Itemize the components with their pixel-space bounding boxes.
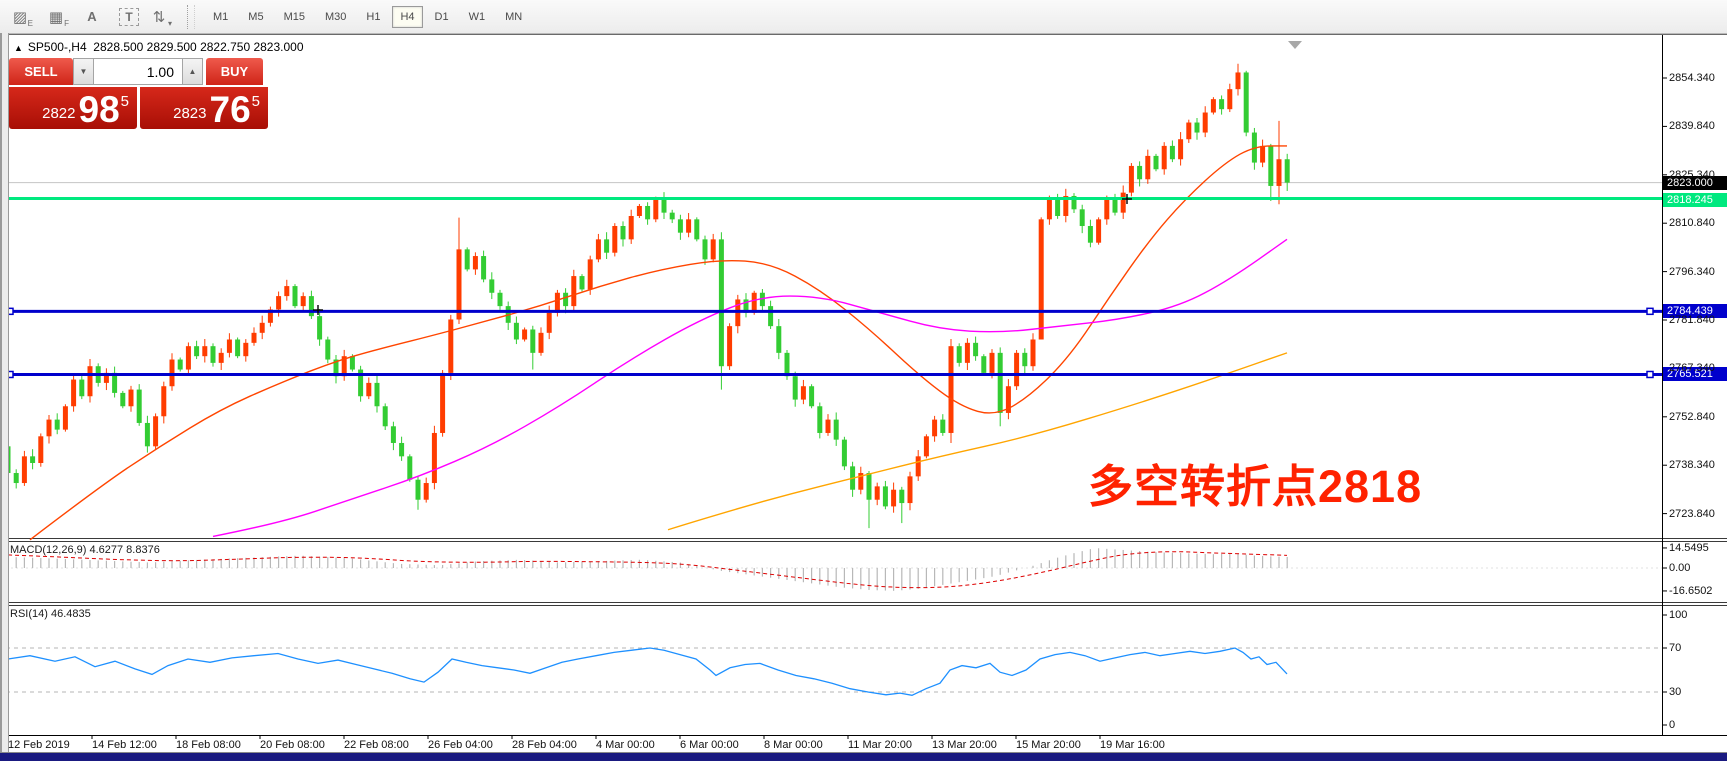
timeframe-button-m30[interactable]: M30 [324,10,347,23]
symbol-period-label: SP500-,H4 [27,40,87,54]
sell-price-big: 98 [78,89,120,130]
pane-borders [0,33,1727,752]
price-tick-label: 2752.840 [1669,410,1715,423]
ma-fast-red [29,145,1288,541]
rsi-indicator-label: RSI(14) 46.4835 [10,608,91,620]
time-tick-label: 6 Mar 00:00 [680,739,739,751]
price-tick-label: 2796.340 [1669,265,1715,278]
buy-price-small: 2823 [173,105,207,122]
sell-price-small: 2822 [42,105,76,122]
timeframe-button-m5[interactable]: M5 [248,10,264,23]
objects-sort-tool-icon[interactable]: ⇅ ▾ [152,8,172,28]
buy-button[interactable]: BUY [206,58,263,85]
top-toolbar: ▨ E ▦ F A T ⇅ ▾ M1 M5 M15 M30 H1 H4 D1 W1 MN [0,0,1727,34]
time-tick-label: 14 Feb 12:00 [92,739,157,751]
ma-medium-magenta [212,238,1288,538]
rsi-tick-label: 70 [1669,642,1682,654]
blue-lower-level-tag: 2765.521 [1663,367,1727,381]
time-tick-label: 12 Feb 2019 [8,739,70,751]
timeframe-button-m15[interactable]: M15 [283,10,305,23]
current-price-tag: 2823.000 [1663,176,1727,190]
time-tick-label: 19 Mar 16:00 [1100,739,1165,751]
bottom-status-bar [0,752,1727,761]
macd-tick-label: 14.5495 [1669,541,1709,554]
one-click-trade-panel: SELL ▼ ▲ BUY 2822 98 5 2823 76 5 [9,58,268,129]
timeframe-button-mn[interactable]: MN [505,10,523,23]
chart-window-icon: ▲ [14,43,23,53]
price-tick-label: 2825.340 [1669,168,1715,181]
time-tick-label: 11 Mar 20:00 [848,739,913,751]
price-tick-label: 2854.340 [1669,72,1715,84]
volume-decrease-button[interactable]: ▼ [73,58,94,85]
indicators-tool-icon[interactable]: ▨ E [12,8,33,28]
timeframe-button-m1[interactable]: M1 [213,10,229,23]
sell-button[interactable]: SELL [9,58,73,85]
time-tick-label: 26 Feb 04:00 [428,739,493,751]
price-tick-label: 2738.340 [1669,459,1715,472]
sell-price-sup: 5 [120,93,129,110]
sell-quote-display[interactable]: 2822 98 5 [9,87,137,129]
timeframe-button-w1[interactable]: W1 [468,10,486,23]
macd-pane [6,548,1662,591]
chinese-annotation-text: 多空转折点2818 [1088,461,1423,512]
time-tick-label: 15 Mar 20:00 [1016,739,1081,751]
green-level-tag: 2818.245 [1663,193,1727,207]
blue-level-line-1[interactable] [6,307,1662,316]
price-tick-label: 2781.840 [1669,314,1715,326]
price-tick-label: 2839.840 [1669,120,1715,133]
macd-indicator-label: MACD(12,26,9) 4.6277 8.8376 [10,544,160,556]
rsi-tick-label: 30 [1669,686,1682,698]
macd-tick-label: 0.00 [1669,562,1691,574]
grid-tool-icon[interactable]: ▦ F [48,8,69,28]
time-tick-label: 13 Mar 20:00 [932,739,997,751]
window-splitter[interactable] [0,33,9,752]
time-tick-label: 28 Feb 04:00 [512,739,577,751]
buy-price-sup: 5 [251,93,260,110]
ma-slow-orange [667,352,1288,531]
blue-upper-level-tag: 2784.439 [1663,304,1727,318]
price-tick-label: 2767.340 [1669,362,1715,375]
buy-quote-display[interactable]: 2823 76 5 [140,87,268,129]
line-anchor-crosses[interactable] [313,194,1132,315]
timeframe-button-d1[interactable]: D1 [434,10,449,23]
chart-window-title: ▲ SP500-,H4 2828.500 2829.500 2822.750 28… [14,40,304,54]
timeframe-button-h1[interactable]: H1 [366,10,381,23]
text-tool-icon[interactable]: A [87,9,97,24]
rsi-tick-label: 0 [1669,719,1676,731]
volume-input[interactable] [94,58,182,85]
timeframe-button-h4[interactable]: H4 [392,5,423,28]
price-tick-label: 2810.840 [1669,217,1715,230]
time-tick-label: 20 Feb 08:00 [260,739,325,751]
time-tick-label: 4 Mar 00:00 [596,739,655,751]
ohlc-readout: 2828.500 2829.500 2822.750 2823.000 [93,40,304,54]
macd-tick-label: -16.6502 [1669,584,1713,597]
label-tool-icon[interactable]: T [119,7,139,26]
rsi-pane [6,647,1662,696]
time-tick-label: 22 Feb 08:00 [344,739,409,751]
time-tick-label: 18 Feb 08:00 [176,739,241,751]
price-tick-label: 2723.840 [1669,507,1715,520]
buy-price-big: 76 [209,89,251,130]
time-tick-label: 8 Mar 00:00 [764,739,823,751]
toolbar-separator [187,4,195,29]
right-shift-triangle-icon[interactable] [1288,41,1302,49]
rsi-tick-label: 100 [1669,609,1688,621]
axis-ticks [7,77,1667,739]
volume-increase-button[interactable]: ▲ [182,58,203,85]
